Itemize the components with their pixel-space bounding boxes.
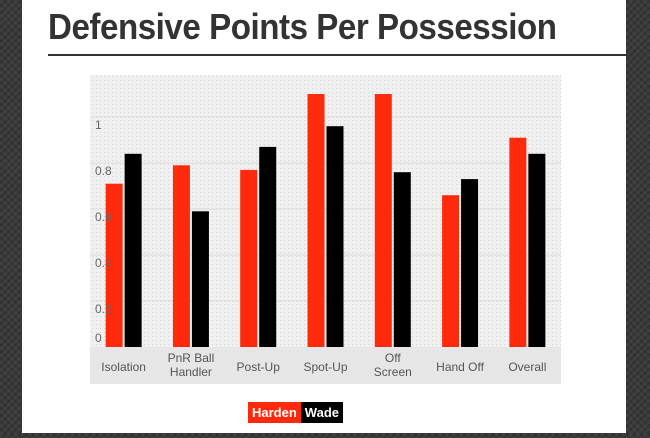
x-tick-label: PnR Ball: [168, 351, 215, 365]
title-underline: [48, 54, 628, 56]
x-tick-label: Spot-Up: [303, 360, 347, 374]
bar-harden: [105, 183, 123, 347]
x-tick-label: Hand Off: [436, 360, 484, 374]
bar-wade: [326, 126, 344, 347]
plot-background: [90, 75, 561, 347]
bar-wade: [393, 172, 411, 347]
legend-item-harden: Harden: [248, 402, 301, 423]
y-tick-label: 0.8: [95, 164, 112, 178]
bar-harden: [442, 195, 460, 347]
x-tick-label: Screen: [374, 365, 412, 379]
bar-harden: [172, 165, 190, 347]
bar-wade: [528, 153, 546, 347]
bar-harden: [240, 169, 258, 347]
legend-item-wade: Wade: [300, 402, 343, 423]
y-tick-label: 0: [95, 331, 102, 345]
bar-wade: [461, 179, 479, 347]
bar-wade: [124, 153, 142, 347]
bar-harden: [509, 137, 527, 347]
x-tick-label: Post-Up: [237, 360, 281, 374]
x-tick-label: Overall: [508, 360, 546, 374]
y-tick-label: 0.2: [95, 302, 112, 316]
x-tick-label: Handler: [170, 365, 212, 379]
x-tick-label: Off: [385, 351, 401, 365]
page-title: Defensive Points Per Possession: [48, 6, 557, 47]
y-tick-label: 0.6: [95, 210, 112, 224]
y-tick-label: 1: [95, 118, 102, 132]
bar-harden: [374, 94, 392, 347]
legend: Harden Wade: [248, 402, 343, 423]
bar-wade: [191, 211, 209, 347]
x-axis-band: [90, 347, 561, 384]
bar-wade: [259, 146, 277, 347]
x-tick-label: Isolation: [101, 360, 146, 374]
bar-harden: [307, 94, 325, 347]
y-tick-label: 0.4: [95, 256, 112, 270]
